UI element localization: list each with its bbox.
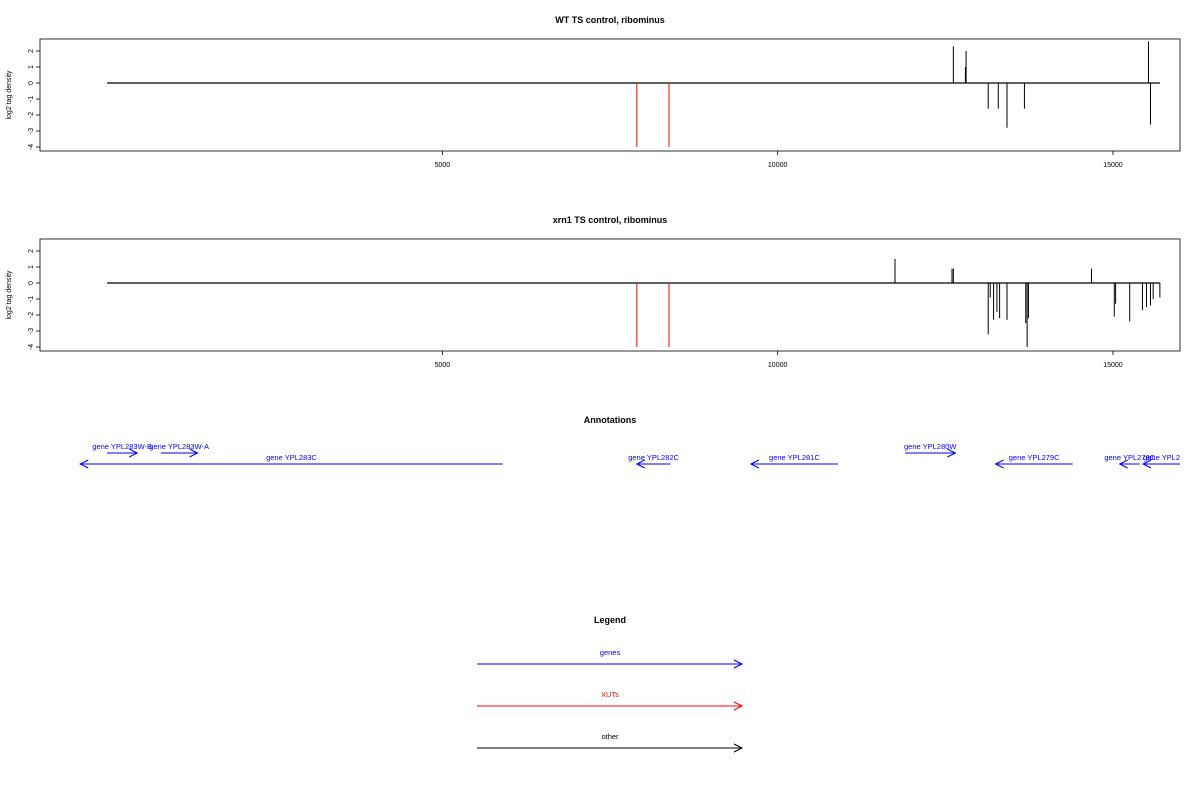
legend-arrow-head: [733, 701, 744, 711]
legend-label: genes: [600, 648, 621, 657]
legend-items: genes XUTs other: [477, 648, 744, 753]
y-tick-label: 0: [28, 81, 35, 85]
wt-data-marks: [107, 41, 1160, 147]
gene-label: gene YPL283W-B: [92, 442, 152, 451]
legend-panel: Legend genes XUTs other: [477, 615, 744, 753]
y-tick-label: -2: [28, 312, 35, 318]
y-tick-label: 2: [28, 249, 35, 253]
gene-arrow-head: [189, 448, 199, 458]
legend-arrow-head: [733, 659, 744, 669]
gene-arrow-head: [79, 459, 89, 469]
wt-plot-frame: [39, 38, 1181, 152]
wt-axis-ticks: 5000 10000 15000 2 1 0 -1 -2 -3 -4: [28, 49, 1123, 169]
xrn1-track-panel: xrn1 TS control, ribominus log2 tag dens…: [6, 215, 1181, 369]
y-tick-label: -4: [28, 144, 35, 150]
y-tick-label: 2: [28, 49, 35, 53]
y-tick-label: 1: [28, 65, 35, 69]
gene-label: gene YPL279C: [1009, 453, 1060, 462]
xrn1-plot-frame: [39, 238, 1181, 352]
wt-track-panel: WT TS control, ribominus log2 tag densit…: [6, 15, 1181, 169]
gene-label: gene YPL283W-A: [149, 442, 209, 451]
xrn1-axis-ticks: 5000 10000 15000 2 1 0 -1 -2 -3 -4: [28, 249, 1123, 369]
y-tick-label: -4: [28, 344, 35, 350]
x-tick-label: 15000: [1103, 162, 1123, 169]
gene-label: gene YPL281C: [769, 453, 820, 462]
legend-title: Legend: [594, 615, 626, 625]
legend-arrow-head: [733, 743, 744, 753]
y-tick-label: 1: [28, 265, 35, 269]
gene-label: gene YPL280W: [904, 442, 957, 451]
gene-arrow-head: [1141, 459, 1152, 469]
gene-label: gene YPL283C: [266, 453, 317, 462]
gene-label: gene YPL2: [1143, 453, 1180, 462]
x-tick-label: 15000: [1103, 362, 1123, 369]
gene-label: gene YPL278C: [1104, 453, 1155, 462]
legend-label: XUTs: [601, 690, 619, 699]
x-tick-label: 5000: [435, 362, 451, 369]
xrn1-panel-title: xrn1 TS control, ribominus: [553, 215, 668, 225]
gene-label: gene YPL282C: [628, 453, 679, 462]
y-tick-label: -1: [28, 296, 35, 302]
x-tick-label: 10000: [768, 362, 788, 369]
xrn1-data-marks: [107, 259, 1161, 347]
x-tick-label: 10000: [768, 162, 788, 169]
y-tick-label: -3: [28, 328, 35, 334]
gene-arrow-head: [994, 459, 1004, 469]
gene-arrow-head: [1118, 459, 1128, 469]
x-tick-label: 5000: [435, 162, 451, 169]
gene-arrow-head: [749, 459, 760, 469]
y-tick-label: -3: [28, 128, 35, 134]
wt-panel-title: WT TS control, ribominus: [555, 15, 665, 25]
y-tick-label: 0: [28, 281, 35, 285]
legend-label: other: [601, 732, 619, 741]
annotations-title: Annotations: [584, 415, 637, 425]
gene-arrow-head: [635, 459, 646, 469]
gene-arrow-head: [129, 448, 139, 458]
wt-y-axis-label: log2 tag density: [6, 70, 13, 120]
y-tick-label: -2: [28, 112, 35, 118]
xrn1-y-axis-label: log2 tag density: [6, 270, 13, 320]
gene-arrow-head: [947, 448, 957, 458]
y-tick-label: -1: [28, 96, 35, 102]
